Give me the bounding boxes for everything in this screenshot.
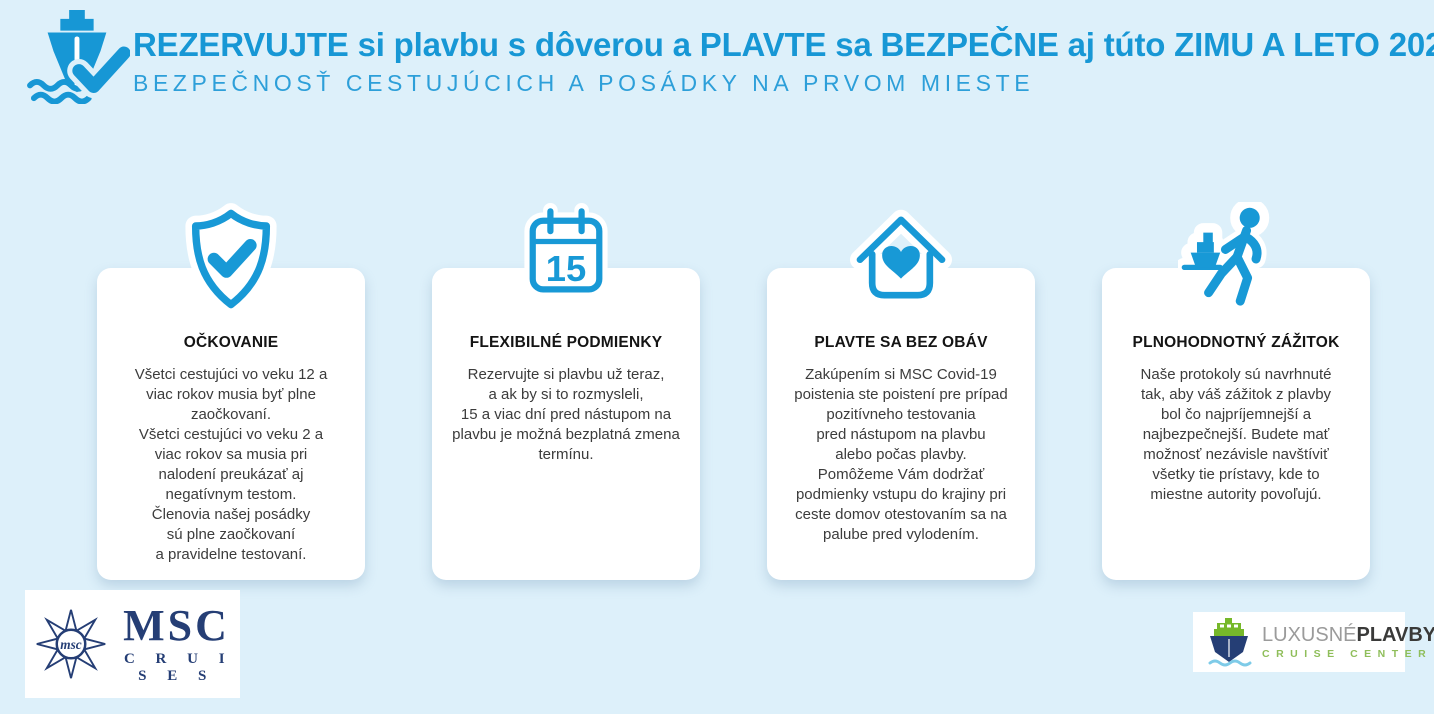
calendar-number: 15 <box>546 248 586 289</box>
msc-cruises-logo: msc MSC C R U I S E S <box>25 590 240 698</box>
card-body: Zakúpením si MSC Covid-19 poistenia ste … <box>794 366 1008 543</box>
msc-name: MSC <box>123 600 230 650</box>
msc-cruises-label: C R U I S E S <box>123 650 234 684</box>
card-title: OČKOVANIE <box>183 334 279 351</box>
agency-ship-icon <box>1208 618 1252 667</box>
msc-wordmark: MSC C R U I S E S <box>113 600 240 685</box>
page-title: REZERVUJTE si plavbu s dôverou a PLAVTE … <box>133 26 1434 63</box>
page-subtitle: BEZPEČNOSŤ CESTUJÚCICH A POSÁDKY NA PRVO… <box>133 70 1035 96</box>
card-title: PLAVTE SA BEZ OBÁV <box>814 334 988 351</box>
agency-name-bold: PLAVBY.SK <box>1356 624 1434 646</box>
cruise-center-label: CRUISE CENTER <box>1262 648 1433 660</box>
msc-emblem-text: msc <box>60 637 82 652</box>
house-heart-icon <box>849 209 953 305</box>
card-body: Rezervujte si plavbu už teraz, a ak by s… <box>452 366 680 463</box>
card-flexible-terms: 15 FLEXIBILNÉ PODMIENKY Rezervujte si pl… <box>432 203 700 580</box>
passenger-boarding-icon <box>1178 202 1270 311</box>
agency-name: LUXUSNÉPLAVBY.SK <box>1262 624 1434 646</box>
msc-emblem-icon: msc <box>36 609 106 679</box>
card-body: Všetci cestujúci vo veku 12 a viac rokov… <box>134 366 328 563</box>
card-title: PLNOHODNOTNÝ ZÁŽITOK <box>1132 334 1340 351</box>
card-vaccination: OČKOVANIE Všetci cestujúci vo veku 12 a … <box>97 203 365 580</box>
card-full-experience: PLNOHODNOTNÝ ZÁŽITOK Naše protokoly sú n… <box>1102 202 1370 580</box>
card-worry-free: PLAVTE SA BEZ OBÁV Zakúpením si MSC Covi… <box>767 209 1035 580</box>
card-title: FLEXIBILNÉ PODMIENKY <box>469 334 663 351</box>
shield-check-icon <box>185 203 277 315</box>
ship-checkmark-icon <box>27 10 130 104</box>
luxusneplavby-logo: LUXUSNÉPLAVBY.SK CRUISE CENTER <box>1193 612 1434 672</box>
header: REZERVUJTE si plavbu s dôverou a PLAVTE … <box>133 24 1434 97</box>
agency-wordmark: LUXUSNÉPLAVBY.SK CRUISE CENTER <box>1262 624 1434 660</box>
card-body: Naše protokoly sú navrhnuté tak, aby váš… <box>1140 366 1332 503</box>
calendar-15-icon: 15 <box>524 203 608 298</box>
agency-name-light: LUXUSNÉ <box>1262 624 1357 646</box>
